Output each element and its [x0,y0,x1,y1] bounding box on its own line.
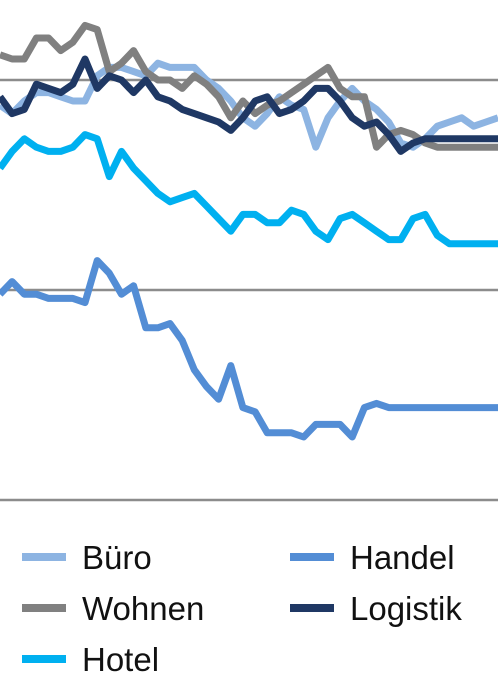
series-line-handel [0,257,498,441]
gridlines [0,78,498,502]
legend-item-handel: Handel [290,539,455,576]
legend-label: Logistik [350,590,462,627]
series-line-hotel [0,131,498,248]
legend-swatch [22,553,66,561]
legend-label: Büro [82,539,152,576]
legend: Büro Wohnen Hotel Handel Logistik [22,539,462,678]
legend-item-hotel: Hotel [22,641,159,678]
legend-label: Handel [350,539,455,576]
legend-item-logistik: Logistik [290,590,462,627]
legend-swatch [290,604,334,612]
legend-label: Wohnen [82,590,204,627]
series-line-logistik [0,55,498,155]
legend-item-wohnen: Wohnen [22,590,204,627]
legend-swatch [22,655,66,663]
legend-swatch [290,553,334,561]
series-lines [0,21,498,441]
legend-item-büro: Büro [22,539,152,576]
legend-swatch [22,604,66,612]
legend-label: Hotel [82,641,159,678]
